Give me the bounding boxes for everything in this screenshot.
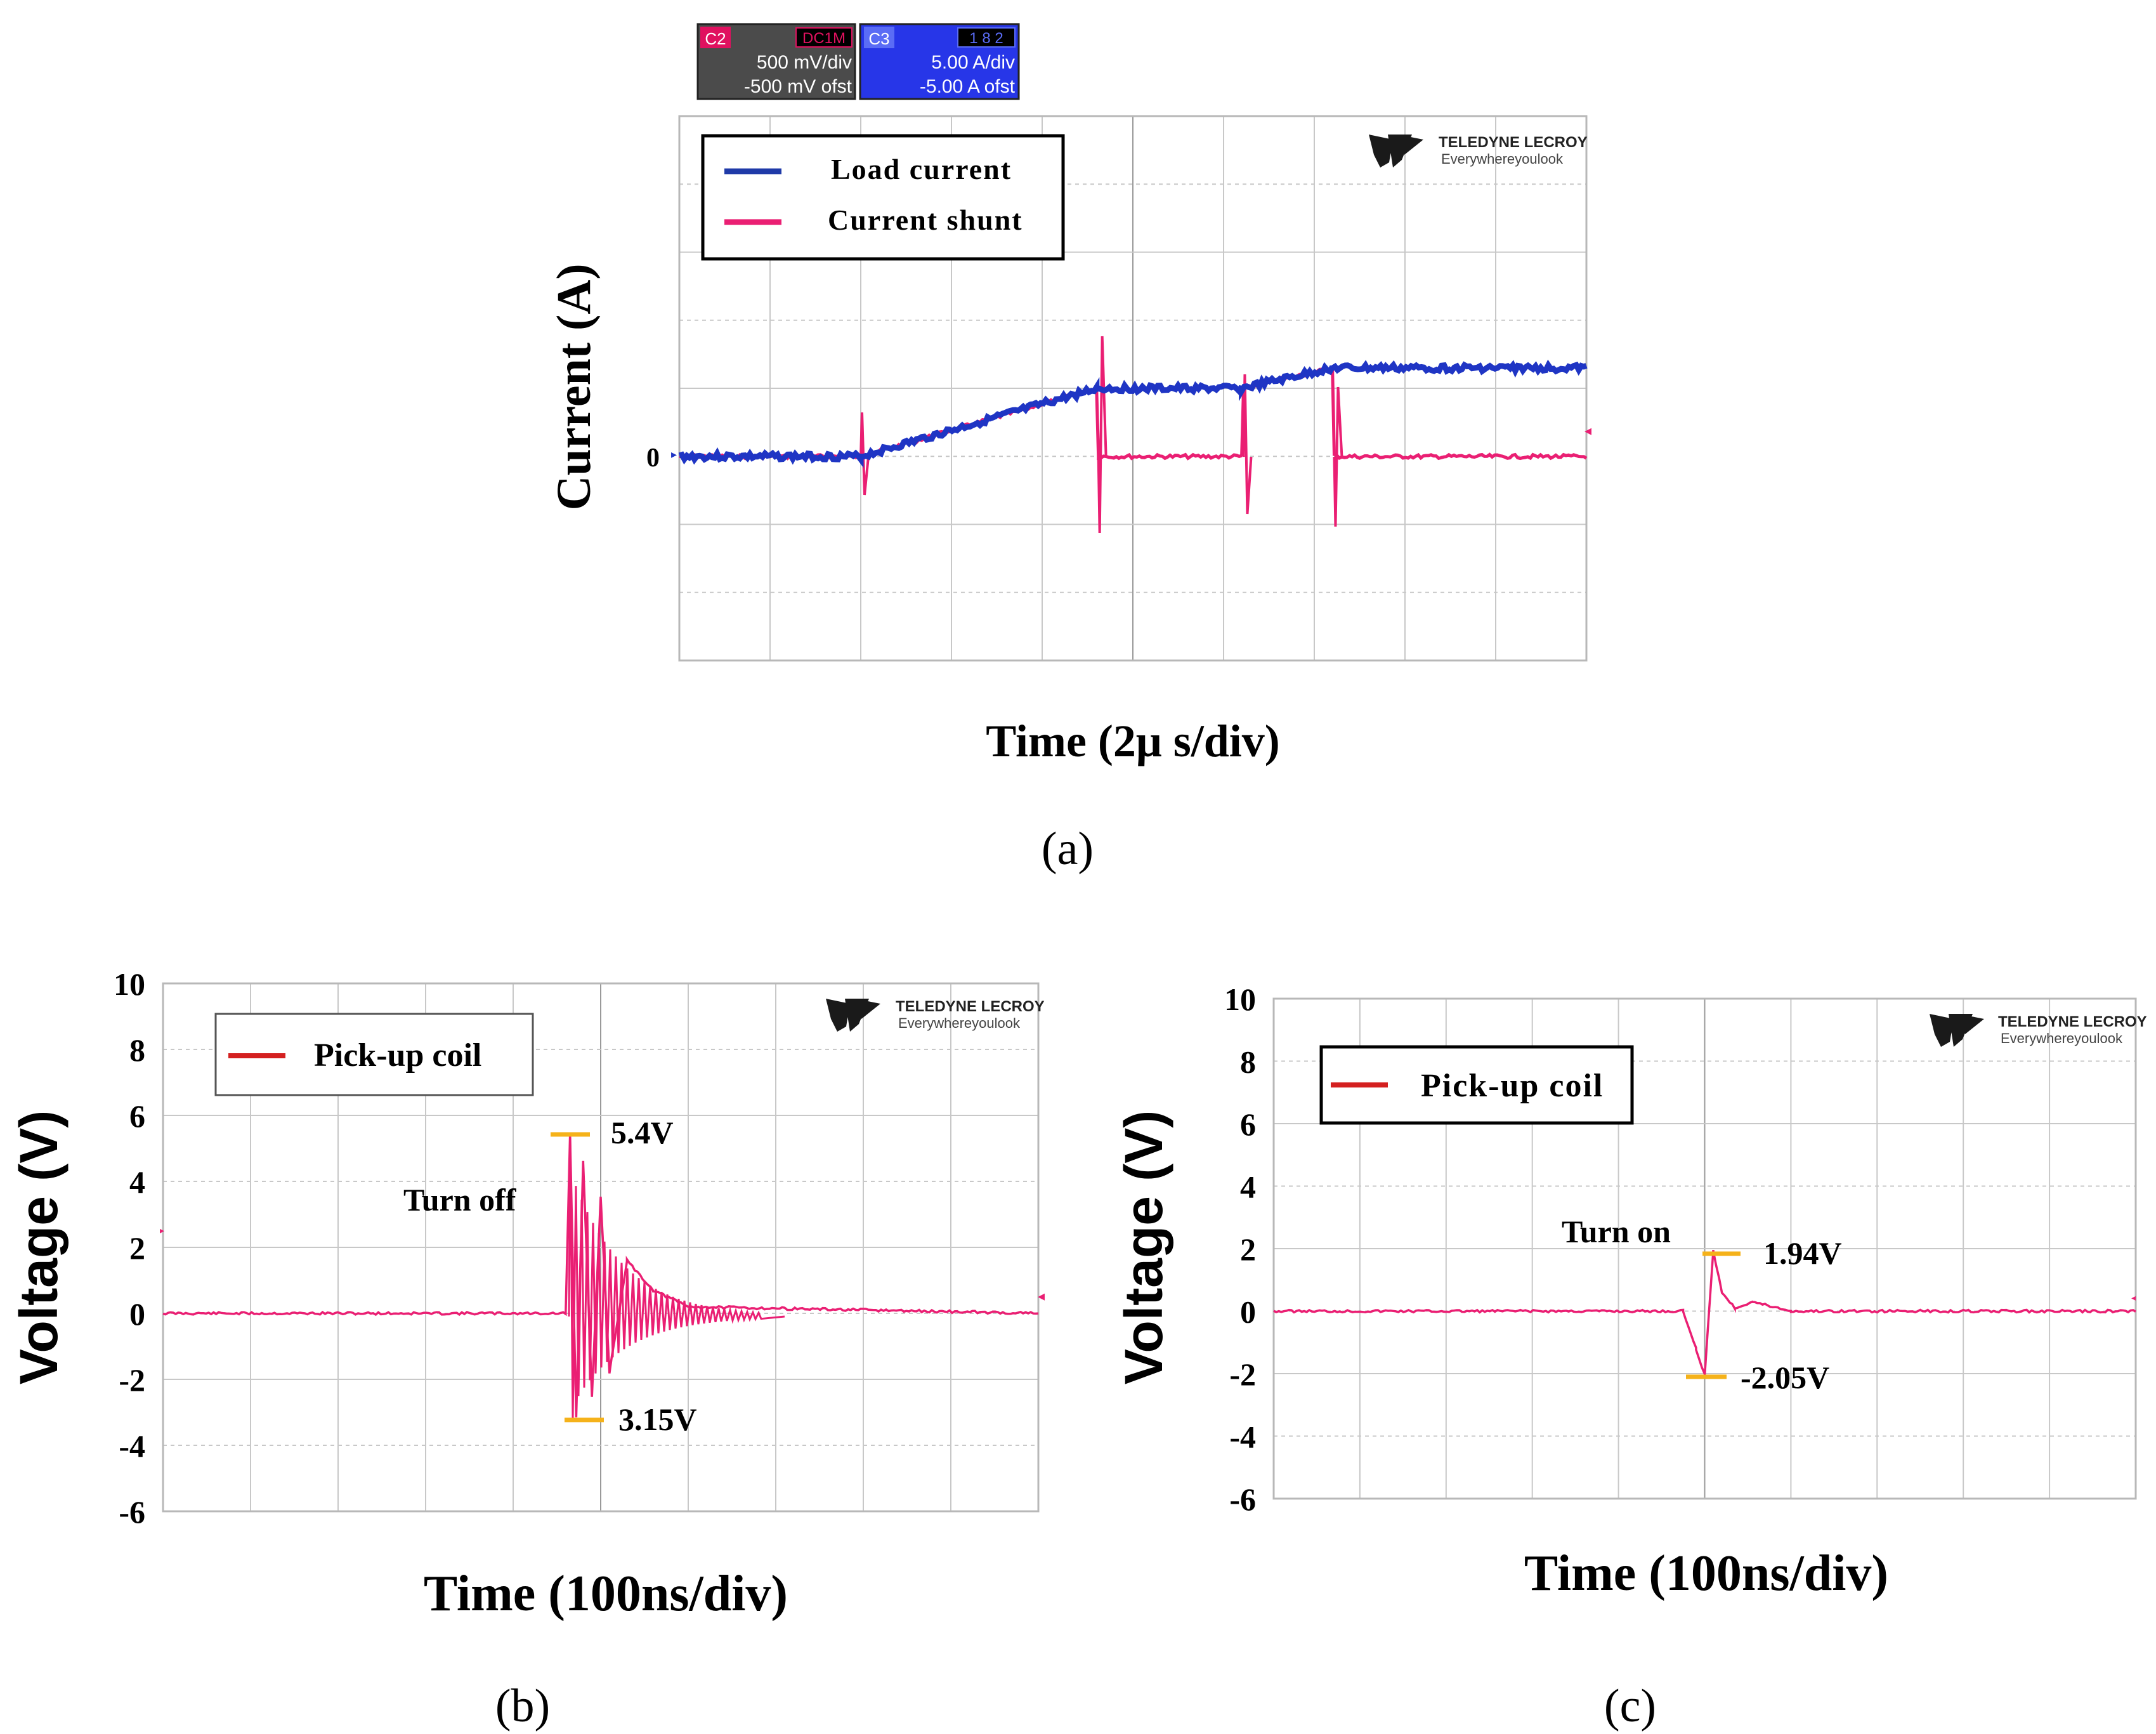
traces-c bbox=[1273, 1249, 2136, 1377]
ytick-label: 8 bbox=[129, 1032, 145, 1068]
series-load-current bbox=[678, 359, 1588, 468]
shunt-spike bbox=[1333, 386, 1343, 527]
shunt-spike bbox=[1097, 336, 1107, 534]
series-pickup-coil bbox=[162, 1134, 1039, 1417]
ground-marker-icon: ▸ bbox=[671, 448, 677, 461]
legend-label-pickup-coil-c: Pick-up coil bbox=[1421, 1068, 1604, 1104]
ytick-label: -2 bbox=[119, 1362, 145, 1398]
lecroy-mark-icon bbox=[1369, 135, 1393, 167]
traces-b bbox=[162, 1134, 1039, 1421]
shunt-spike bbox=[1242, 374, 1253, 515]
caption-b: (b) bbox=[495, 1680, 550, 1732]
legend-a: Load current Current shunt bbox=[701, 134, 1065, 261]
logo-tagline-c: Everywhereyoulook bbox=[2001, 1030, 2123, 1046]
badge-channel-c3: C3 bbox=[868, 29, 889, 48]
marker-label-max-b: 5.4V bbox=[611, 1115, 674, 1150]
legend-b: Pick-up coil bbox=[214, 1013, 534, 1096]
legend-label-pickup-coil-b: Pick-up coil bbox=[314, 1037, 481, 1074]
panel-c: 10 8 6 4 2 0 -2 -4 -6 TELEDYNE LECROY Everywhere… bbox=[1114, 982, 2147, 1732]
marker-label-max-c: 1.94V bbox=[1763, 1235, 1842, 1271]
ytick-label: -6 bbox=[119, 1494, 145, 1530]
trigger-marker-icon: ◂ bbox=[1584, 423, 1591, 438]
plot-frame-c bbox=[1272, 997, 2137, 1500]
yticks-c: 10 8 6 4 2 0 -2 -4 -6 bbox=[1224, 982, 1256, 1517]
logo-brand-a: TELEDYNE LECROY bbox=[1439, 134, 1588, 151]
plot-frame-b bbox=[162, 982, 1040, 1513]
badge-scale-c2: 500 mV/div bbox=[757, 52, 852, 73]
ytick-label: -6 bbox=[1229, 1481, 1256, 1517]
plot-frame-a bbox=[678, 115, 1588, 662]
ground-marker-b-icon: ▸ bbox=[160, 1225, 164, 1235]
ylabel-a: Current (A) bbox=[547, 263, 601, 510]
ytick-label: 0 bbox=[129, 1296, 145, 1332]
xlabel-a: Time (2μ s/div) bbox=[986, 716, 1280, 766]
ylabel-b: Voltage (V) bbox=[9, 1110, 69, 1384]
trigger-marker-c-icon: ◂ bbox=[2131, 1292, 2136, 1303]
ytick-label: 6 bbox=[129, 1098, 145, 1134]
scope-badge-c2: C2 DC1M 500 mV/div -500 mV ofst bbox=[696, 23, 856, 100]
annotation-turn-on: Turn on bbox=[1562, 1214, 1671, 1249]
ytick-label: 2 bbox=[1240, 1232, 1256, 1267]
legend-label-current-shunt: Current shunt bbox=[828, 204, 1023, 236]
lecroy-logo-a: TELEDYNE LECROY Everywhereyoulook bbox=[1369, 134, 1588, 167]
lecroy-logo-c: TELEDYNE LECROY Everywhereyoulook bbox=[1930, 1013, 2147, 1047]
caption-a: (a) bbox=[1042, 823, 1094, 875]
lecroy-mark-icon bbox=[1930, 1014, 1954, 1047]
marker-label-min-c: -2.05V bbox=[1741, 1360, 1829, 1395]
badge-coupling-c2: DC1M bbox=[802, 30, 846, 47]
badge-scale-c3: 5.00 A/div bbox=[931, 52, 1015, 73]
ytick-label: 10 bbox=[114, 966, 145, 1002]
ytick-label: 2 bbox=[129, 1230, 145, 1266]
ytick-label: -4 bbox=[119, 1428, 145, 1464]
annotation-turn-off: Turn off bbox=[403, 1182, 517, 1218]
markers-b: 5.4V 3.15V Turn off bbox=[403, 1115, 697, 1437]
ringing-turn-off bbox=[568, 1134, 785, 1421]
logo-brand-b: TELEDYNE LECROY bbox=[896, 998, 1045, 1015]
panel-a: C2 DC1M 500 mV/div -500 mV ofst C3 1 8 2… bbox=[547, 23, 1591, 875]
badge-offset-c2: -500 mV ofst bbox=[744, 76, 853, 97]
ytick-label: 0 bbox=[1240, 1294, 1256, 1330]
logo-brand-c: TELEDYNE LECROY bbox=[1998, 1013, 2147, 1030]
ytick-label: 6 bbox=[1240, 1107, 1256, 1142]
trigger-marker-b-icon: ◂ bbox=[1038, 1288, 1045, 1304]
caption-c: (c) bbox=[1604, 1680, 1656, 1732]
badge-channel-c2: C2 bbox=[705, 29, 726, 48]
ytick-label: 4 bbox=[1240, 1169, 1256, 1205]
ytick-label: 4 bbox=[129, 1164, 145, 1200]
logo-tagline-b: Everywhereyoulook bbox=[898, 1015, 1021, 1031]
yticks-b: 10 8 6 4 2 0 -2 -4 -6 bbox=[114, 966, 145, 1530]
badge-coupling-c3: 1 8 2 bbox=[969, 30, 1003, 47]
ytick-label: 10 bbox=[1224, 982, 1256, 1017]
ytick-label: -4 bbox=[1229, 1419, 1256, 1455]
panel-b: 10 8 6 4 2 0 -2 -4 -6 TELEDYNE LECROY Everywhere… bbox=[9, 966, 1045, 1732]
legend-label-load-current: Load current bbox=[831, 153, 1012, 185]
zero-label-a: 0 bbox=[646, 443, 660, 473]
scope-badge-c3: C3 1 8 2 5.00 A/div -5.00 A ofst bbox=[859, 23, 1020, 100]
series-pickup-coil bbox=[1273, 1249, 2136, 1377]
badge-offset-c3: -5.00 A ofst bbox=[920, 76, 1016, 97]
xlabel-b: Time (100ns/div) bbox=[424, 1566, 788, 1622]
markers-c: 1.94V -2.05V Turn on bbox=[1562, 1214, 1842, 1395]
legend-c: Pick-up coil bbox=[1319, 1045, 1634, 1125]
xlabel-c: Time (100ns/div) bbox=[1524, 1546, 1888, 1601]
ytick-label: 8 bbox=[1240, 1044, 1256, 1080]
marker-label-min-b: 3.15V bbox=[618, 1402, 697, 1437]
ytick-label: -2 bbox=[1229, 1356, 1256, 1392]
logo-tagline-a: Everywhereyoulook bbox=[1441, 151, 1564, 167]
lecroy-mark-icon bbox=[826, 999, 850, 1032]
traces-a bbox=[678, 336, 1588, 534]
ylabel-c: Voltage (V) bbox=[1114, 1110, 1173, 1384]
lecroy-logo-b: TELEDYNE LECROY Everywhereyoulook bbox=[826, 998, 1045, 1032]
shunt-spike bbox=[859, 412, 870, 496]
